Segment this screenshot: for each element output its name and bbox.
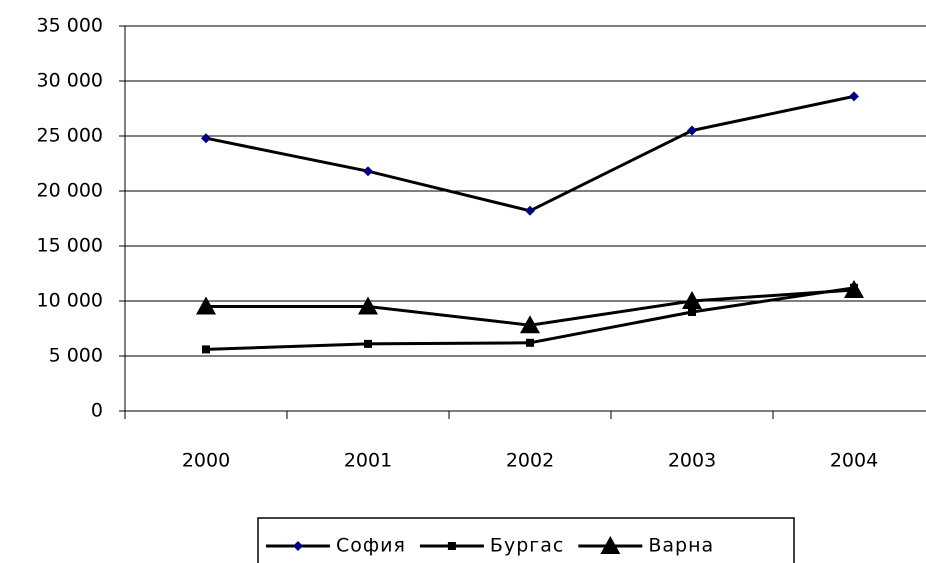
legend-label: София — [336, 535, 406, 557]
x-tick-label: 2004 — [830, 450, 878, 472]
legend-box — [257, 517, 795, 563]
marker — [687, 125, 697, 136]
marker — [202, 345, 210, 354]
marker — [364, 339, 372, 348]
marker — [525, 205, 535, 216]
legend: София Бургас Варна — [257, 517, 795, 563]
marker — [688, 308, 696, 316]
x-tick-label: 2001 — [344, 450, 392, 472]
marker — [520, 315, 540, 334]
marker — [293, 541, 303, 551]
x-tick-label: 2000 — [182, 450, 230, 472]
legend-label: Варна — [648, 535, 714, 557]
y-tick-label: 5 000 — [49, 345, 103, 367]
series-line — [205, 94, 855, 213]
marker — [358, 296, 378, 315]
y-tick-label: 30 000 — [37, 70, 103, 92]
marker — [600, 536, 621, 554]
x-tick-label: 2002 — [506, 450, 554, 472]
marker — [363, 166, 373, 177]
y-tick-label: 20 000 — [37, 180, 103, 202]
marker — [447, 542, 456, 550]
y-tick-label: 0 — [91, 400, 103, 422]
marker — [844, 280, 864, 298]
marker — [526, 338, 534, 347]
x-tick-label: 2003 — [668, 450, 716, 472]
y-tick-label: 35 000 — [37, 15, 103, 37]
marker — [201, 133, 211, 144]
marker — [682, 291, 702, 309]
y-tick-label: 10 000 — [37, 290, 103, 312]
marker — [849, 91, 859, 102]
y-tick-label: 15 000 — [37, 235, 103, 257]
y-tick-label: 25 000 — [37, 125, 103, 147]
legend-label: Бургас — [490, 535, 564, 557]
marker — [196, 296, 216, 315]
